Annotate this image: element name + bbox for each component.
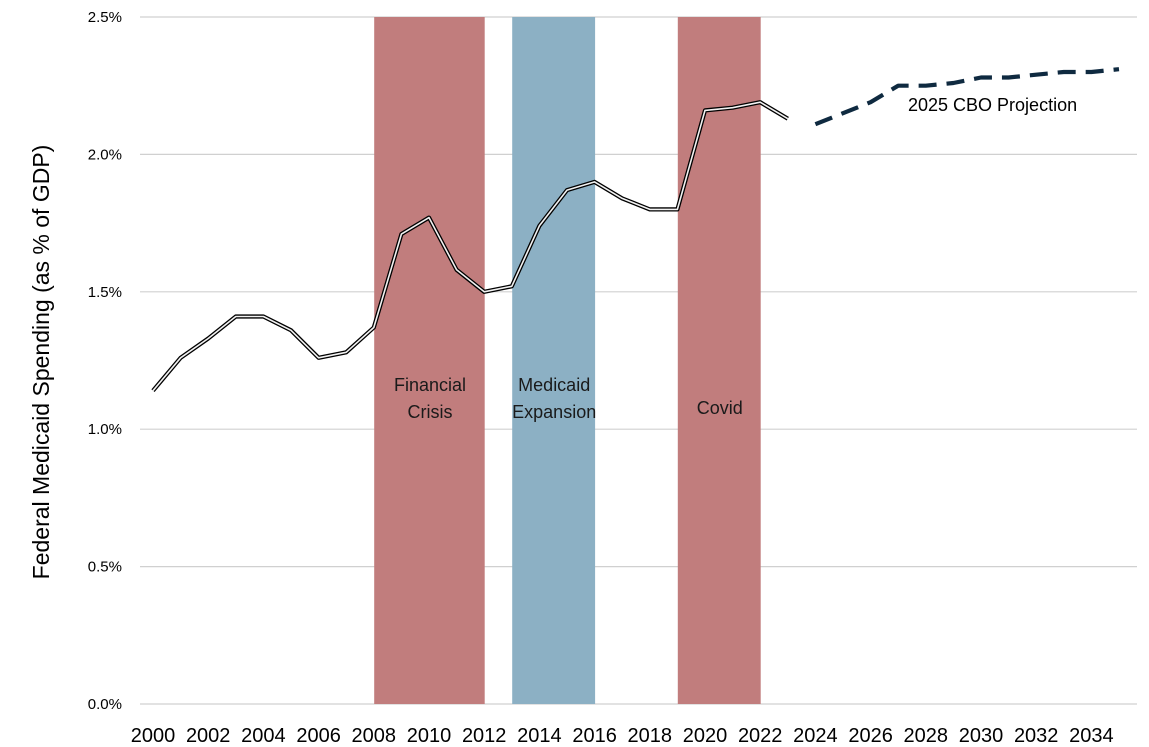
series-0-point-0 bbox=[152, 389, 155, 392]
series-0-point-22 bbox=[759, 101, 762, 104]
gridlines bbox=[140, 16, 1137, 705]
series-1-point-7 bbox=[1007, 76, 1010, 79]
x-tick-label-7: 2014 bbox=[517, 725, 562, 747]
y-tick-label-4: 2.0% bbox=[88, 146, 122, 163]
series-1-point-4 bbox=[924, 84, 927, 87]
series-1-point-11 bbox=[1118, 68, 1121, 71]
y-tick-labels: 0.0% 0.5% 1.0% 1.5% 2.0% 2.5% bbox=[88, 9, 122, 713]
x-tick-label-2: 2004 bbox=[241, 725, 286, 747]
series-1-point-8 bbox=[1035, 73, 1038, 76]
series-0-point-11 bbox=[455, 268, 458, 271]
x-tick-label-11: 2022 bbox=[738, 725, 783, 747]
series-0-point-17 bbox=[621, 197, 624, 200]
series-0-point-18 bbox=[648, 208, 651, 211]
series-0-point-6 bbox=[317, 356, 320, 359]
x-tick-label-1: 2002 bbox=[186, 725, 231, 747]
x-tick-label-12: 2024 bbox=[793, 725, 838, 747]
band-2 bbox=[677, 17, 761, 704]
series-1-line bbox=[814, 67, 1120, 127]
y-axis-title: Federal Medicaid Spending (as % of GDP) bbox=[28, 145, 54, 580]
series-1-point-9 bbox=[1062, 70, 1065, 73]
band-1 bbox=[512, 17, 596, 704]
band-label-1-line-0: Medicaid bbox=[518, 375, 590, 395]
series-1-point-6 bbox=[980, 76, 983, 79]
series-0-point-14 bbox=[538, 224, 541, 227]
x-tick-labels: 2000 2002 2004 2006 2008 2010 2012 2014 2016 2018… bbox=[131, 725, 1114, 747]
series-0-point-20 bbox=[704, 109, 707, 112]
x-tick-label-9: 2018 bbox=[628, 725, 673, 747]
series-0-point-15 bbox=[566, 189, 569, 192]
band-0 bbox=[374, 17, 485, 704]
y-tick-label-0: 0.0% bbox=[88, 696, 122, 713]
y-tick-label-1: 0.5% bbox=[88, 559, 122, 576]
x-tick-label-8: 2016 bbox=[572, 725, 617, 747]
band-label-0-line-0: Financial bbox=[394, 375, 466, 395]
series-1-point-0 bbox=[814, 123, 817, 126]
x-tick-label-6: 2012 bbox=[462, 725, 507, 747]
x-tick-label-4: 2008 bbox=[352, 725, 397, 747]
band-labels: Financial Crisis Medicaid Expansion Covid bbox=[394, 375, 743, 422]
series-0-point-9 bbox=[400, 233, 403, 236]
x-tick-label-14: 2028 bbox=[904, 725, 949, 747]
series-1-point-10 bbox=[1090, 70, 1093, 73]
series-0-point-5 bbox=[290, 329, 293, 332]
y-tick-label-3: 1.5% bbox=[88, 284, 122, 301]
series-0-point-21 bbox=[731, 106, 734, 109]
series-0-point-2 bbox=[207, 337, 210, 340]
x-tick-label-13: 2026 bbox=[848, 725, 893, 747]
x-tick-label-3: 2006 bbox=[296, 725, 341, 747]
band-label-1-line-1: Expansion bbox=[512, 402, 596, 422]
x-tick-label-15: 2030 bbox=[959, 725, 1004, 747]
series-0-point-19 bbox=[676, 208, 679, 211]
series-0-line-inner bbox=[152, 101, 789, 392]
series-1-point-5 bbox=[952, 81, 955, 84]
series-0-point-1 bbox=[179, 356, 182, 359]
x-tick-label-16: 2032 bbox=[1014, 725, 1059, 747]
series-0-point-13 bbox=[510, 285, 513, 288]
x-tick-label-0: 2000 bbox=[131, 725, 176, 747]
x-tick-label-5: 2010 bbox=[407, 725, 452, 747]
series-1-point-1 bbox=[842, 112, 845, 115]
band-label-0-line-1: Crisis bbox=[408, 402, 453, 422]
series-0-point-16 bbox=[593, 180, 596, 183]
series-0-point-10 bbox=[428, 216, 431, 219]
series-0-point-23 bbox=[786, 117, 789, 120]
y-tick-label-5: 2.5% bbox=[88, 9, 122, 26]
series-1-point-2 bbox=[869, 101, 872, 104]
series-0-point-3 bbox=[234, 315, 237, 318]
series-0-point-4 bbox=[262, 315, 265, 318]
series-0-point-8 bbox=[372, 326, 375, 329]
series-0-point-7 bbox=[345, 351, 348, 354]
series-lines bbox=[151, 67, 1121, 393]
event-bands bbox=[374, 17, 761, 704]
projection-label: 2025 CBO Projection bbox=[908, 95, 1077, 115]
band-label-2-line-0: Covid bbox=[697, 398, 743, 418]
series-1-point-3 bbox=[897, 84, 900, 87]
y-tick-label-2: 1.0% bbox=[88, 421, 122, 438]
x-tick-label-17: 2034 bbox=[1069, 725, 1114, 747]
x-tick-label-10: 2020 bbox=[683, 725, 728, 747]
series-0-point-12 bbox=[483, 290, 486, 293]
